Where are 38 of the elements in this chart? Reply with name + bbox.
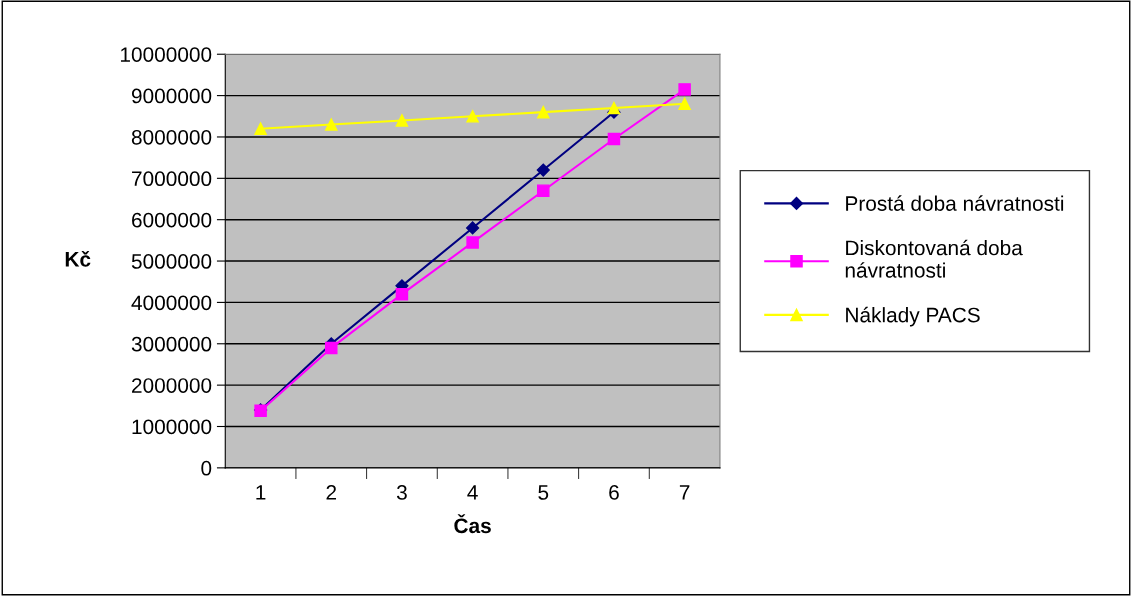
y-tick-label: 8000000: [131, 129, 212, 145]
x-axis-title: Čas: [454, 514, 491, 534]
point: [607, 101, 621, 115]
legend-label: Diskontovaná doba návratnosti: [845, 239, 1023, 278]
point: [678, 97, 691, 111]
point: [254, 122, 267, 135]
y-tick-label: 6000000: [132, 212, 212, 228]
x-tick-label: 4: [467, 485, 478, 500]
x-tick-label: 1: [256, 485, 266, 500]
point: [607, 132, 621, 146]
y-tick-label: 5000000: [131, 254, 212, 269]
point: [466, 236, 479, 249]
x-tick-label: 3: [396, 485, 407, 500]
y-axis-title: Kč: [65, 250, 91, 267]
point: [466, 221, 480, 235]
point: [395, 287, 409, 301]
point: [537, 184, 550, 197]
point: [537, 105, 550, 119]
point: [325, 341, 338, 355]
y-tick-label: 1000000: [132, 419, 212, 435]
x-tick-label: 7: [679, 485, 690, 500]
y-tick-label: 7000000: [132, 171, 212, 187]
point: [395, 114, 409, 127]
y-tick-label: 2000000: [132, 378, 212, 393]
legend-label: Náklady PACS: [846, 306, 980, 327]
legend-label: Prostá doba návratnosti: [846, 195, 1064, 211]
point: [466, 110, 479, 123]
y-tick-label: 9000000: [131, 88, 212, 104]
point: [678, 83, 691, 96]
point: [536, 163, 550, 177]
x-tick-label: 2: [326, 485, 337, 500]
y-tick-label: 0: [201, 460, 212, 476]
x-tick-label: 6: [609, 485, 619, 500]
point: [325, 118, 338, 131]
x-tick-label: 5: [538, 485, 549, 500]
y-tick-label: 10000000: [120, 47, 212, 62]
y-tick-label: 3000000: [131, 336, 212, 352]
y-tick-label: 4000000: [131, 295, 212, 311]
